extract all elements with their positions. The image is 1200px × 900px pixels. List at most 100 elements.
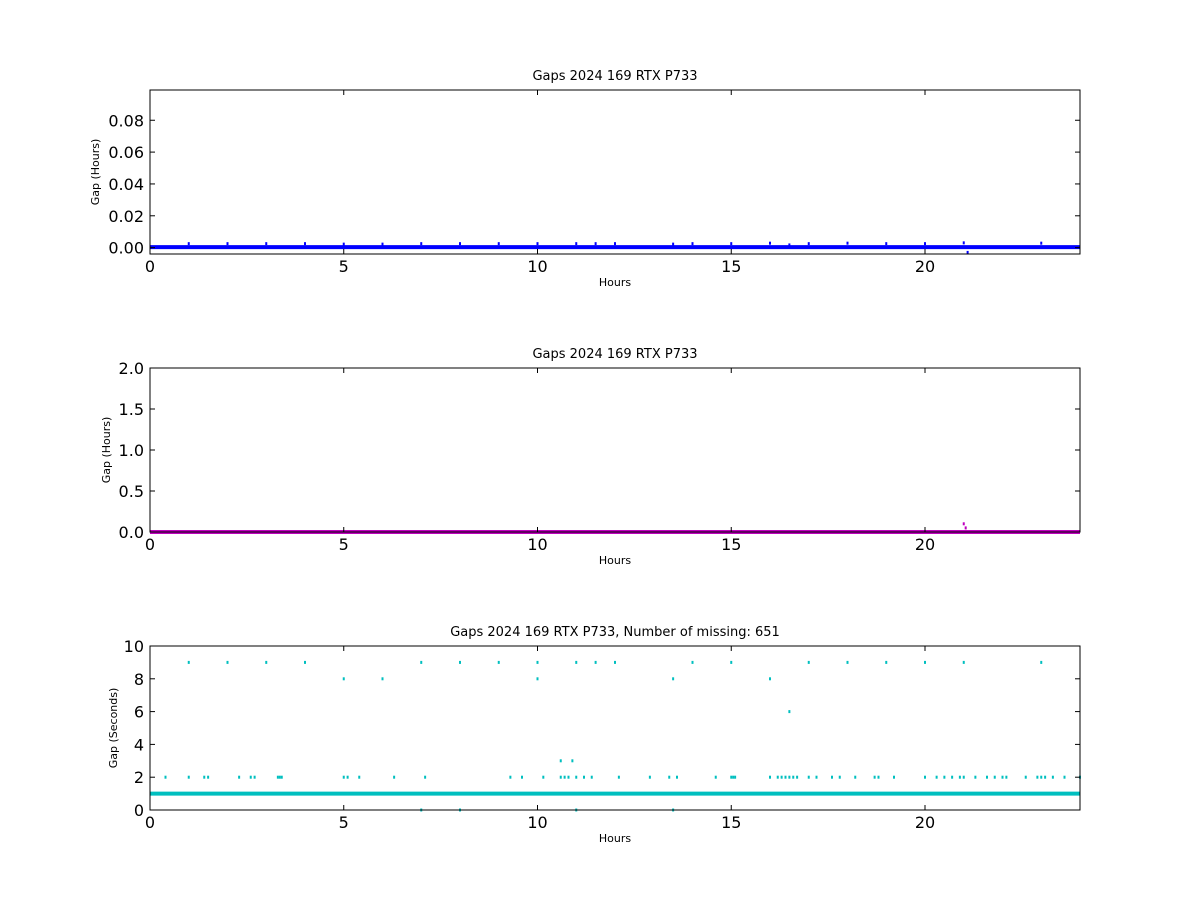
gap-hours-plot-blue: Gaps 2024 169 RTX P733 Hours Gap (Hours)… [89,69,1081,289]
data-point [734,775,737,779]
data-point [846,660,849,664]
plot-title: Gaps 2024 169 RTX P733 [532,69,697,84]
data-point [672,242,675,246]
axis-ticks: 0 5 10 15 20 0 2 4 6 8 10 [124,637,1080,832]
data-point [962,522,965,526]
x-tick-label: 5 [339,813,349,832]
data-point [951,775,954,779]
data-point [769,677,771,681]
data-point [788,710,791,714]
data-point [730,242,733,246]
y-tick-label: 2 [134,768,144,787]
data-point [964,526,967,530]
axes-frame [149,645,1081,811]
data-point [590,775,593,779]
data-point [958,775,961,779]
axis-ticks: 0 5 10 15 20 0.0 0.5 1.0 1.5 2.0 [119,359,1080,554]
x-tick-label: 15 [721,257,741,276]
data-point [249,775,252,779]
data-point [1051,775,1054,779]
data-point [497,242,500,246]
data-point [691,660,694,664]
y-tick-label: 0.5 [119,482,144,501]
data-point [730,775,733,779]
gap-seconds-plot-cyan: Gaps 2024 169 RTX P733, Number of missin… [107,625,1081,845]
y-axis-label: Gap (Seconds) [107,688,120,769]
x-tick-label: 20 [915,535,935,554]
x-tick-label: 5 [339,257,349,276]
data-point [815,775,818,779]
data-point [559,775,562,779]
x-tick-label: 0 [145,535,155,554]
data-point [459,242,461,246]
data-point [594,660,597,664]
x-axis-label: Hours [599,832,631,845]
data-point [265,660,268,664]
x-tick-label: 0 [145,813,155,832]
data-point [381,677,384,681]
data-point [788,243,791,247]
data-point [1040,775,1043,779]
data-point [278,775,281,779]
data-point [877,775,880,779]
data-point [536,660,539,664]
data-point [807,775,810,779]
data-point [854,775,857,779]
data-point [831,775,833,779]
data-point [1036,775,1039,779]
y-tick-label: 0.00 [108,239,144,258]
data-point [342,677,345,681]
data-point [253,775,256,779]
data-point [796,775,799,779]
data-point [420,242,423,246]
y-tick-label: 4 [134,735,144,754]
gap-hours-plot-magenta: Gaps 2024 169 RTX P733 Hours Gap (Hours)… [100,347,1081,567]
x-tick-label: 10 [527,535,547,554]
y-axis-label: Gap (Hours) [89,139,102,206]
data-point [732,775,735,779]
data-point [393,775,396,779]
data-point [807,242,810,246]
data-point [420,660,423,664]
data-point [1044,775,1047,779]
data-point [974,775,977,779]
data-point [226,242,229,246]
data-point [986,775,988,779]
data-point [617,775,620,779]
y-tick-label: 0.08 [108,111,144,130]
data-point [567,775,570,779]
data-point [769,241,771,245]
y-tick-label: 0 [134,801,144,820]
data-point [792,775,795,779]
data-point [276,775,279,779]
x-tick-label: 20 [915,257,935,276]
data-point [563,775,566,779]
data-point [575,242,578,246]
data-point [1063,775,1066,779]
y-tick-label: 0.06 [108,143,144,162]
y-tick-label: 8 [134,670,144,689]
data-point [784,775,787,779]
data-point [714,775,717,779]
data-point [614,660,616,664]
data-point [381,242,384,246]
data-point [571,759,574,763]
y-axis-label: Gap (Hours) [100,417,113,484]
x-tick-label: 10 [527,813,547,832]
data-point [203,775,206,779]
y-tick-label: 0.0 [119,523,144,542]
y-tick-label: 0.04 [108,175,144,194]
axis-ticks: 0 5 10 15 20 0.00 0.02 0.04 0.06 0.08 [108,90,1080,276]
data-point [536,242,539,246]
data-point [207,775,210,779]
data-point [536,677,539,681]
data-point [424,775,427,779]
data-point [342,775,345,779]
data-point [358,775,361,779]
data-marks [150,241,1080,254]
data-point [575,660,578,664]
data-point [788,775,791,779]
data-point [730,660,733,664]
